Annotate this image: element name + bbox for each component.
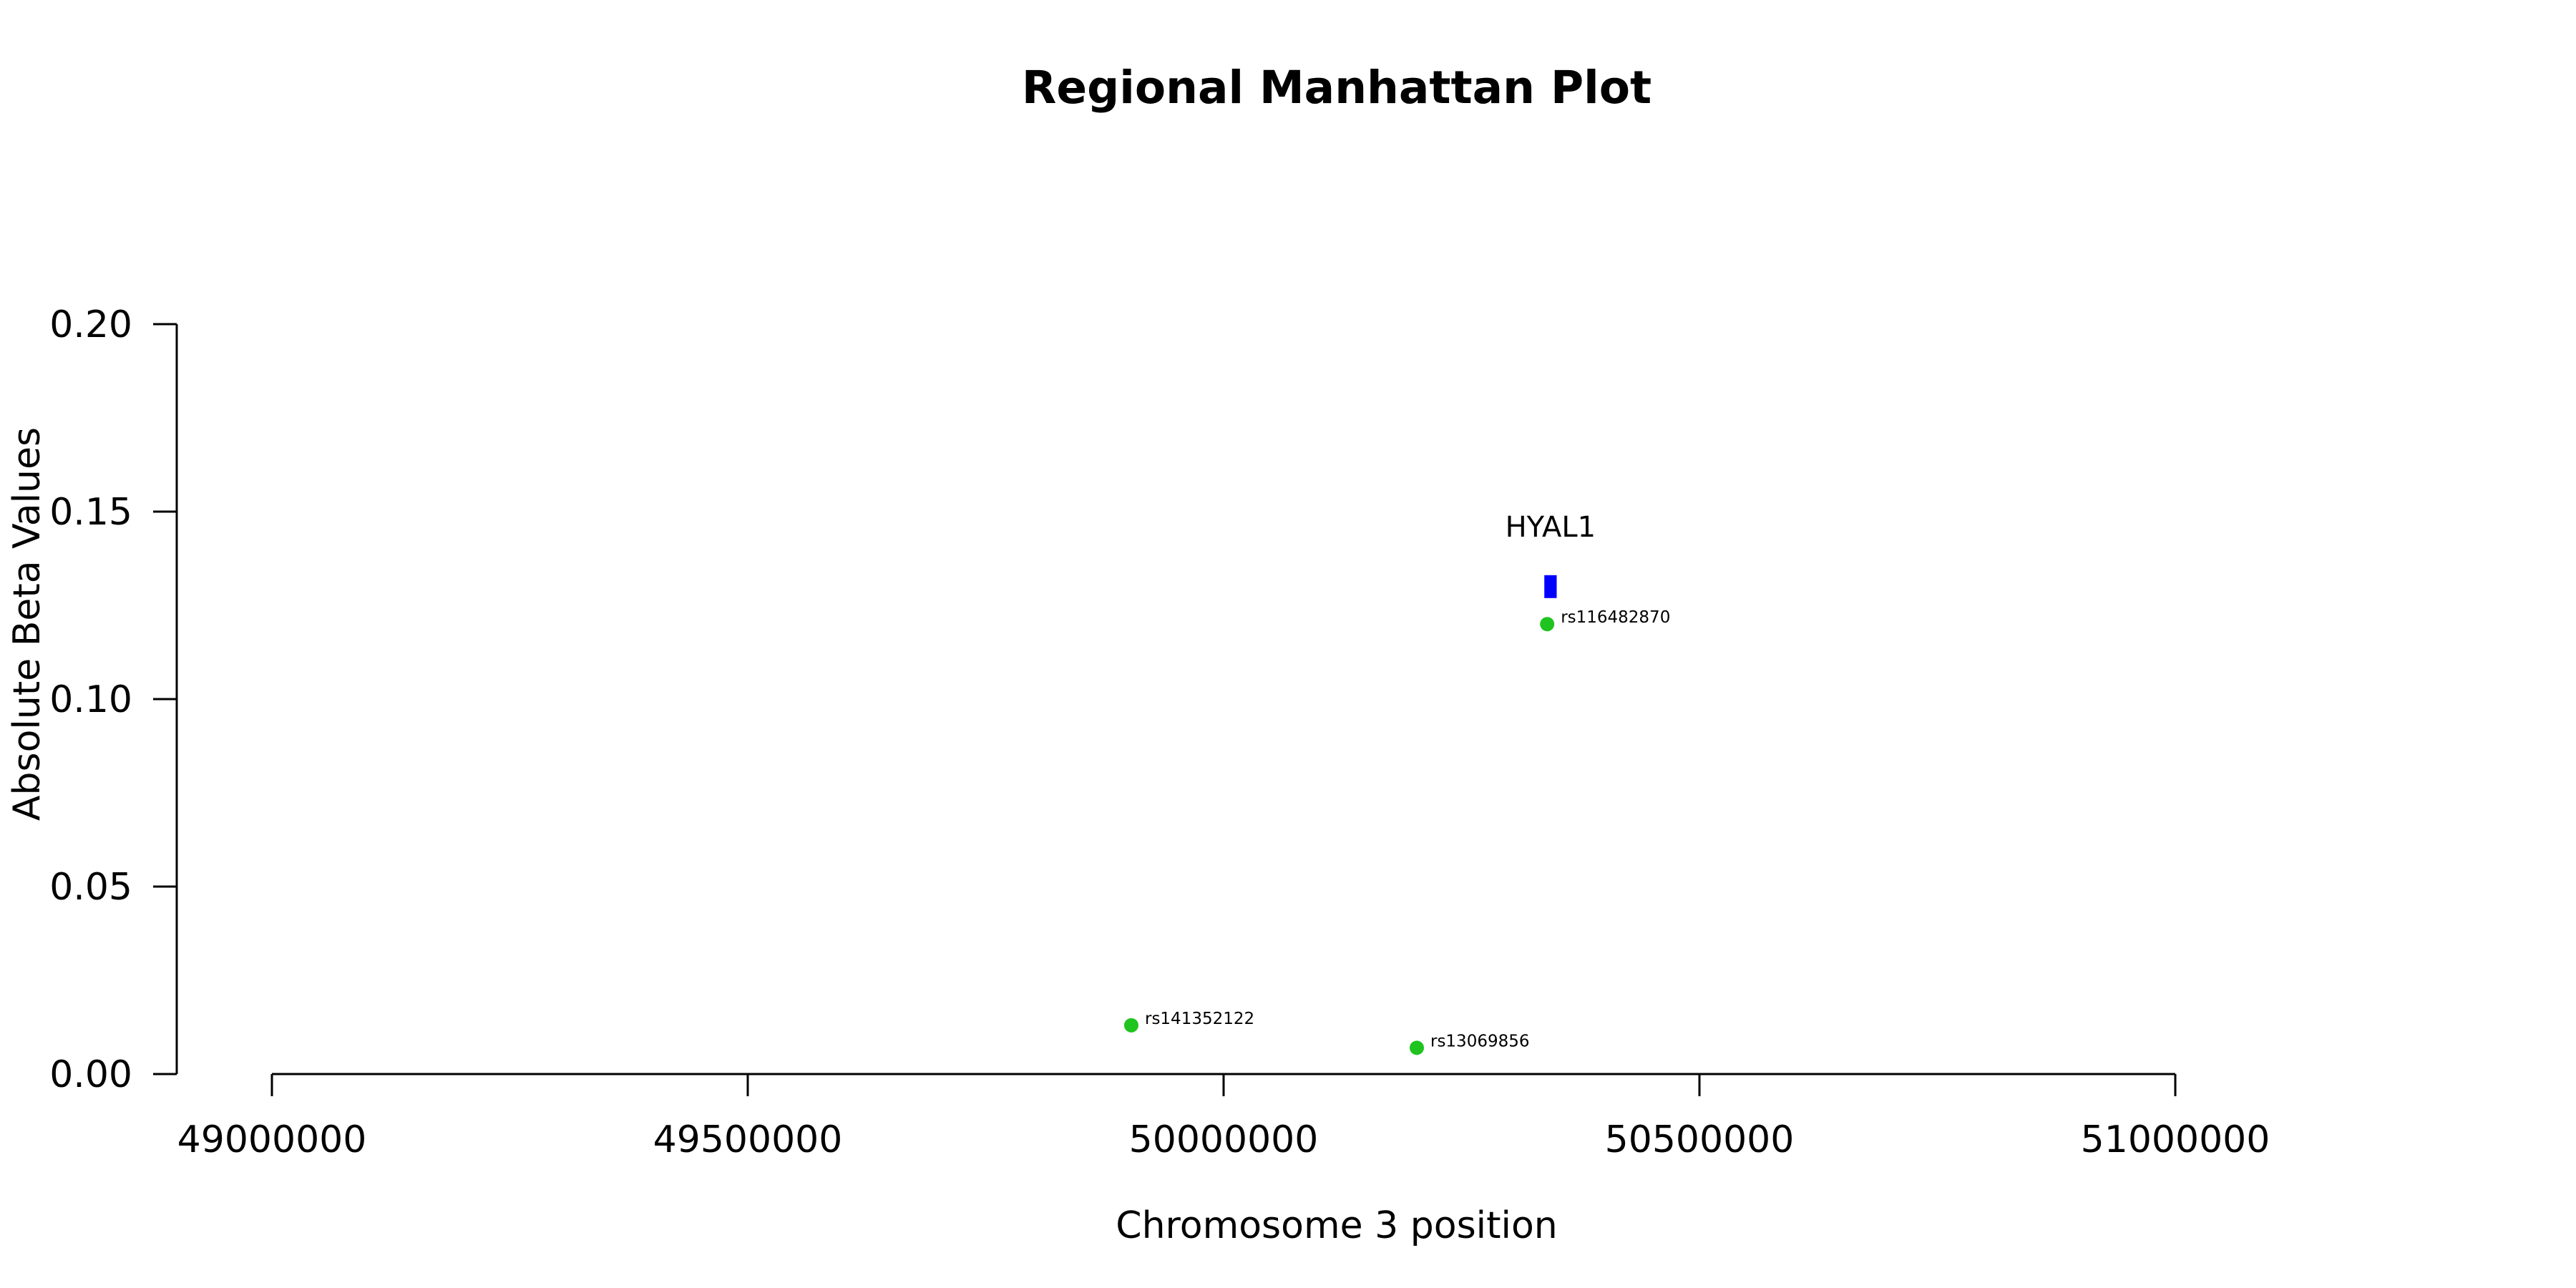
x-tick-label: 51000000 <box>2081 1118 2270 1161</box>
y-axis: 0.00 0.05 0.10 0.15 0.20 <box>49 303 178 1096</box>
gene-bar <box>1544 575 1557 598</box>
snp-label: rs141352122 <box>1145 1010 1254 1028</box>
x-tick-label: 50500000 <box>1605 1118 1795 1161</box>
y-axis-label: Absolute Beta Values <box>6 427 49 821</box>
y-tick-label: 0.00 <box>49 1053 132 1096</box>
y-tick-label: 0.05 <box>49 866 132 909</box>
snp-label: rs13069856 <box>1430 1032 1530 1050</box>
y-tick-label: 0.20 <box>49 303 132 346</box>
snp-points: rs141352122 rs13069856 rs116482870 <box>1123 608 1670 1055</box>
gene-track: HYAL1 <box>1506 511 1596 598</box>
snp-point <box>1123 1018 1138 1033</box>
x-tick-label: 50000000 <box>1129 1118 1319 1161</box>
x-axis-label: Chromosome 3 position <box>1116 1204 1557 1247</box>
y-tick-label: 0.10 <box>49 678 132 721</box>
x-tick-label: 49000000 <box>177 1118 367 1161</box>
x-tick-label: 49500000 <box>653 1118 843 1161</box>
snp-point <box>1540 617 1555 632</box>
chart-title: Regional Manhattan Plot <box>1022 62 1652 114</box>
snp-label: rs116482870 <box>1561 608 1670 627</box>
y-tick-label: 0.15 <box>49 491 132 534</box>
gene-label: HYAL1 <box>1506 511 1596 544</box>
snp-point <box>1409 1040 1424 1055</box>
x-axis: 49000000 49500000 50000000 50500000 51000000 <box>177 1073 2270 1161</box>
